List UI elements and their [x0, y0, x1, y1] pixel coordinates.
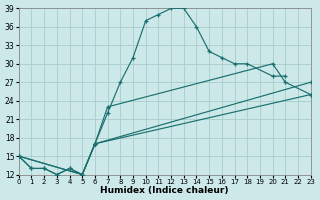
- X-axis label: Humidex (Indice chaleur): Humidex (Indice chaleur): [100, 186, 229, 195]
